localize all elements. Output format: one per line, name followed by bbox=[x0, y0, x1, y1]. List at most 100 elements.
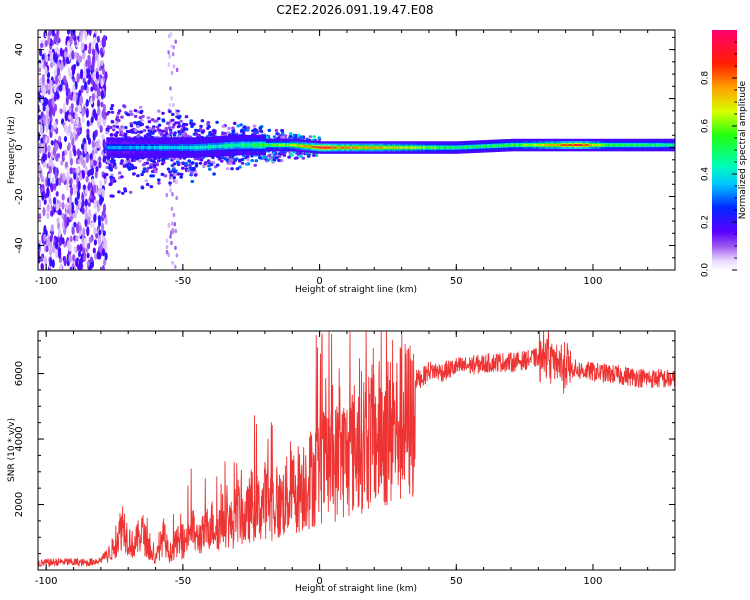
ridge-cell bbox=[619, 144, 622, 147]
ridge-cell bbox=[526, 144, 529, 147]
ridge-cell bbox=[157, 123, 162, 127]
noise-cell bbox=[96, 200, 100, 208]
ridge-cell bbox=[295, 144, 298, 147]
noise-cell bbox=[76, 72, 80, 83]
ridge-cell bbox=[664, 144, 667, 147]
ridge-cell bbox=[114, 166, 118, 170]
ridge-cell bbox=[153, 146, 157, 150]
noise-cell bbox=[44, 66, 48, 77]
ridge-cell bbox=[334, 146, 337, 149]
ridge-cell bbox=[108, 146, 111, 150]
noise-cell bbox=[66, 216, 70, 226]
noise-cell bbox=[66, 174, 71, 182]
ridge-cell bbox=[258, 126, 263, 130]
ridge-cell bbox=[142, 128, 147, 133]
ridge-cell bbox=[183, 131, 187, 135]
ridge-cell bbox=[360, 146, 363, 149]
ridge-cell bbox=[163, 133, 167, 137]
ridge-cell bbox=[123, 189, 128, 193]
noise-cell bbox=[78, 104, 82, 113]
ridge-cell bbox=[529, 144, 532, 147]
noise-cell bbox=[94, 51, 99, 61]
ridge-cell bbox=[105, 112, 109, 116]
noise-cell bbox=[76, 166, 80, 174]
noise-cell bbox=[171, 192, 174, 197]
noise-cell bbox=[53, 183, 57, 189]
noise-cell bbox=[81, 116, 85, 123]
noise-cell bbox=[84, 165, 88, 176]
ridge-cell bbox=[655, 144, 659, 147]
ridge-cell bbox=[319, 146, 322, 149]
ridge-cell bbox=[150, 146, 153, 150]
ridge-cell bbox=[404, 146, 408, 149]
noise-cell bbox=[46, 71, 51, 79]
ridge-cell bbox=[124, 146, 127, 150]
noise-cell bbox=[172, 178, 176, 183]
ridge-cell bbox=[593, 144, 596, 147]
noise-cell bbox=[80, 85, 84, 94]
noise-cell bbox=[101, 133, 105, 141]
noise-cell bbox=[85, 176, 89, 183]
ridge-cell bbox=[145, 182, 150, 187]
ridge-cell bbox=[139, 110, 143, 115]
ridge-cell bbox=[239, 123, 243, 127]
noise-cell bbox=[78, 225, 82, 232]
ridge-cell bbox=[391, 146, 394, 149]
noise-cell bbox=[99, 179, 103, 189]
ridge-cell bbox=[235, 167, 240, 171]
ridge-cell bbox=[573, 144, 576, 147]
ridge-cell bbox=[194, 162, 199, 166]
noise-cell bbox=[91, 48, 96, 56]
ridge-cell bbox=[245, 128, 250, 132]
noise-cell bbox=[86, 260, 90, 267]
ridge-cell bbox=[465, 146, 468, 149]
noise-cell bbox=[81, 143, 85, 151]
noise-cell bbox=[56, 30, 60, 36]
spectrogram-xlabel: Height of straight line (km) bbox=[295, 285, 417, 295]
noise-cell bbox=[87, 215, 91, 226]
noise-cell bbox=[102, 117, 106, 127]
noise-cell bbox=[73, 172, 77, 180]
noise-cell bbox=[56, 67, 61, 76]
ridge-cell bbox=[313, 146, 316, 148]
ridge-cell bbox=[176, 146, 180, 150]
ridge-cell bbox=[291, 144, 294, 147]
ridge-cell bbox=[273, 144, 276, 147]
noise-cell bbox=[102, 155, 107, 163]
ridge-cell bbox=[232, 121, 237, 125]
ridge-cell bbox=[126, 146, 129, 150]
ridge-cell bbox=[140, 122, 144, 126]
ridge-cell bbox=[282, 153, 287, 157]
ridge-cell bbox=[154, 119, 159, 123]
noise-cell bbox=[74, 197, 78, 206]
ridge-cell bbox=[383, 146, 386, 149]
ridge-cell bbox=[347, 146, 350, 149]
ridge-cell bbox=[170, 146, 173, 150]
noise-cell bbox=[49, 257, 53, 268]
noise-cell bbox=[53, 51, 57, 62]
noise-cell bbox=[49, 30, 53, 36]
noise-cell bbox=[172, 102, 175, 108]
noise-cell bbox=[67, 66, 71, 75]
ridge-cell bbox=[240, 128, 244, 132]
ridge-cell bbox=[198, 161, 203, 165]
ridge-cell bbox=[242, 143, 245, 147]
ridge-cell bbox=[169, 131, 173, 135]
ridge-cell bbox=[161, 111, 165, 115]
ridge-cell bbox=[157, 109, 161, 113]
noise-cell bbox=[75, 258, 79, 267]
ridge-cell bbox=[110, 110, 115, 114]
ridge-cell bbox=[546, 144, 549, 147]
noise-cell bbox=[165, 249, 169, 255]
noise-cell bbox=[81, 207, 85, 215]
ridge-cell bbox=[138, 105, 143, 109]
ridge-cell bbox=[199, 145, 202, 149]
noise-cell bbox=[53, 95, 57, 102]
ridge-cell bbox=[181, 161, 186, 166]
noise-cell bbox=[74, 112, 78, 121]
noise-cell bbox=[76, 148, 81, 157]
ridge-cell bbox=[398, 146, 401, 149]
ridge-cell bbox=[636, 144, 639, 147]
ridge-cell bbox=[437, 146, 440, 149]
ridge-cell bbox=[145, 161, 149, 165]
